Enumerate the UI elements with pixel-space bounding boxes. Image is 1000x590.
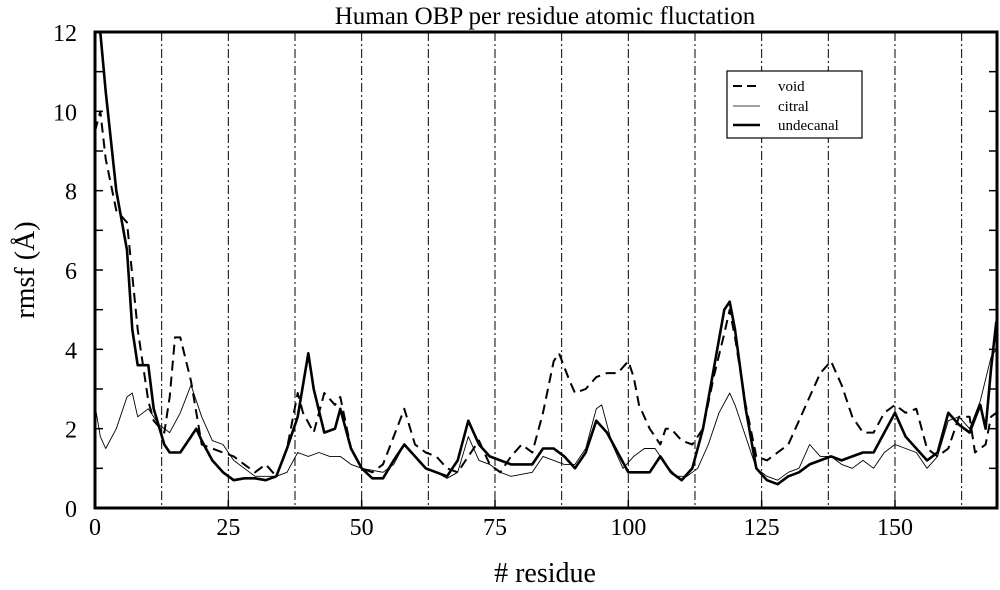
chart-title: Human OBP per residue atomic fluctation [335,3,756,30]
legend-label-undecanal: undecanal [778,118,839,134]
x-tick-label: 50 [350,515,374,541]
series-line-undecanal [99,31,998,486]
x-axis-label: # residue [494,558,596,589]
series-group [94,31,998,486]
y-tick-label: 10 [53,100,77,126]
axis-ticks: 0 25 50 75 100 125 150 0 2 4 6 8 10 12 [53,21,997,541]
x-tick-label: 25 [216,515,240,541]
grid-lines [161,32,963,508]
y-tick-label: 2 [65,418,77,444]
legend-label-citral: citral [778,99,809,115]
legend: void citral undecanal [726,70,863,139]
x-tick-label: 125 [744,515,780,541]
legend-label-void: void [778,79,805,95]
y-axis-label: rmsf (Å) [10,221,41,318]
y-tick-label: 12 [53,21,77,47]
legend-box [726,70,863,139]
x-tick-label: 0 [89,515,101,541]
y-tick-label: 0 [65,497,77,523]
y-tick-label: 4 [65,338,77,364]
x-tick-label: 100 [610,515,646,541]
y-tick-label: 8 [65,180,77,206]
series-line-void [94,110,997,478]
y-tick-label: 6 [65,259,77,285]
x-tick-label: 75 [483,515,507,541]
x-tick-label: 150 [877,515,913,541]
series-line-citral [94,349,997,481]
